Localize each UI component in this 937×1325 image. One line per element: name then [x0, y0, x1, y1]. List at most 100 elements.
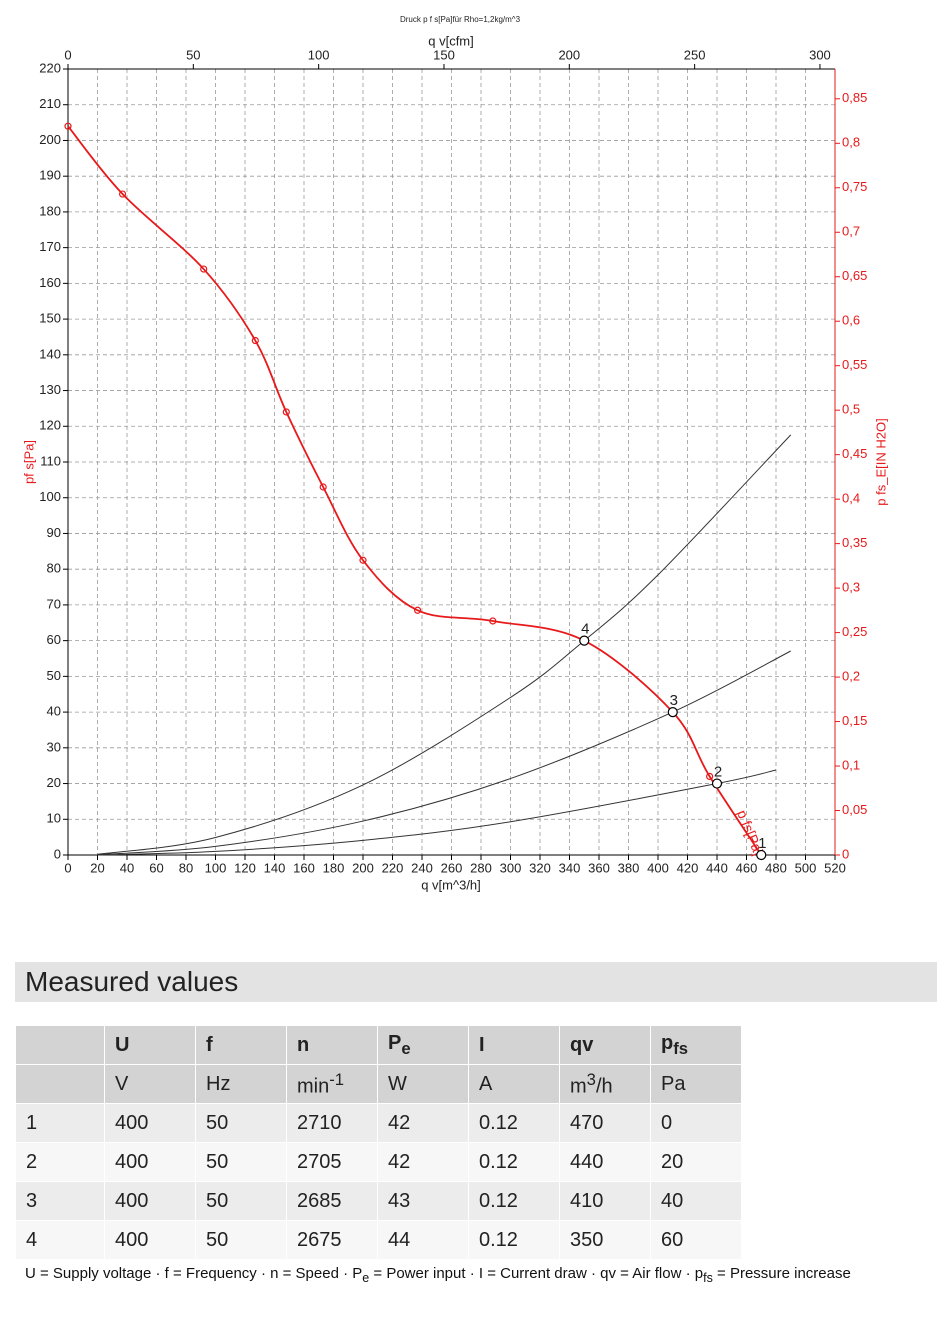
- table-cell: 50: [196, 1221, 286, 1259]
- table-cell: 440: [560, 1143, 650, 1181]
- y-tick-label: 130: [39, 382, 61, 397]
- x2-tick-label: 150: [433, 47, 455, 62]
- table-cell: W: [378, 1065, 468, 1103]
- table-cell: 0.12: [469, 1104, 559, 1142]
- table-cell: A: [469, 1065, 559, 1103]
- x-tick-label: 120: [234, 860, 256, 875]
- marker: [200, 265, 208, 273]
- y2-tick-label: 0,1: [842, 757, 860, 772]
- y-axis-label: pf s[Pa]: [21, 440, 36, 484]
- footnote-text: = Pressure increase: [712, 1265, 851, 1282]
- table-cell: 400: [105, 1182, 195, 1220]
- y2-tick-label: 0,15: [842, 713, 867, 728]
- cell-sup: -1: [329, 1069, 345, 1089]
- table-cell: 0.12: [469, 1182, 559, 1220]
- x-tick-label: 160: [293, 860, 315, 875]
- table-cell: 350: [560, 1221, 650, 1259]
- table-cell: 50: [196, 1104, 286, 1142]
- operating-point: [667, 706, 678, 718]
- table-cell: [16, 1026, 104, 1064]
- table-cell: 42: [378, 1143, 468, 1181]
- x-tick-label: 440: [706, 860, 728, 875]
- table-cell: 20: [651, 1143, 741, 1181]
- marker: [706, 772, 714, 781]
- section-title: Measured values: [15, 962, 937, 1002]
- marker: [64, 122, 72, 130]
- cell-text: p: [661, 1031, 674, 1054]
- y2-tick-label: 0,35: [842, 535, 867, 550]
- cell-text: P: [388, 1031, 402, 1054]
- y2-tick-label: 0,25: [842, 624, 867, 639]
- y2-tick-label: 0,8: [842, 135, 860, 150]
- x-axis-label: q v[m^3/h]: [421, 877, 481, 892]
- x-tick-label: 240: [411, 860, 433, 875]
- x-tick-label: 500: [795, 860, 817, 875]
- table-cell: m3/h: [560, 1065, 650, 1103]
- table-cell: 60: [651, 1221, 741, 1259]
- y2-axis-label: p fs_E[IN H2O]: [873, 418, 888, 505]
- x-tick-label: 520: [824, 860, 846, 875]
- marker: [413, 606, 422, 614]
- cell-text: min: [297, 1075, 330, 1098]
- x2-tick-label: 250: [684, 47, 706, 62]
- cell-text: qv: [570, 1033, 594, 1056]
- table-cell: 2710: [287, 1104, 377, 1142]
- operating-point: [756, 849, 767, 861]
- y-tick-label: 100: [39, 489, 61, 504]
- x-tick-label: 20: [90, 860, 104, 875]
- y2-tick-label: 0,7: [842, 224, 860, 239]
- marker: [319, 483, 327, 491]
- table-cell: 2705: [287, 1143, 377, 1181]
- y-tick-label: 0: [54, 846, 61, 861]
- y2-tick-label: 0,85: [842, 90, 867, 105]
- table-cell: n: [287, 1026, 377, 1064]
- x-tick-label: 180: [323, 860, 345, 875]
- x-tick-label: 280: [470, 860, 492, 875]
- y2-tick-label: 0,2: [842, 669, 860, 684]
- cell-sub: e: [401, 1038, 411, 1058]
- table-cell: 50: [196, 1182, 286, 1220]
- marker: [118, 190, 127, 198]
- x-tick-label: 80: [179, 860, 193, 875]
- x-tick-label: 220: [382, 860, 404, 875]
- y-tick-label: 90: [47, 525, 61, 540]
- y-tick-label: 30: [47, 739, 61, 754]
- x-tick-label: 0: [64, 860, 71, 875]
- y-tick-label: 220: [39, 60, 61, 75]
- table-cell: Hz: [196, 1065, 286, 1103]
- table-cell: 2675: [287, 1221, 377, 1259]
- y2-tick-label: 0: [842, 846, 849, 861]
- y-tick-label: 50: [47, 668, 61, 683]
- cell-text: Hz: [206, 1072, 231, 1095]
- table-cell: f: [196, 1026, 286, 1064]
- x2-tick-label: 300: [809, 47, 831, 62]
- x-tick-label: 420: [677, 860, 699, 875]
- table-cell: 2685: [287, 1182, 377, 1220]
- cell-text: V: [115, 1072, 129, 1095]
- cell-text: Pa: [661, 1072, 686, 1095]
- y-tick-label: 80: [47, 561, 61, 576]
- x-tick-label: 320: [529, 860, 551, 875]
- footnote: U = Supply voltage · f = Frequency · n =…: [25, 1265, 851, 1285]
- x-tick-label: 300: [500, 860, 522, 875]
- table-cell: [16, 1065, 104, 1103]
- y-tick-label: 10: [47, 811, 61, 826]
- cell-sup: 3: [586, 1069, 596, 1089]
- cell-text: f: [206, 1033, 213, 1056]
- table-cell: 0.12: [469, 1143, 559, 1181]
- y-tick-label: 170: [39, 239, 61, 254]
- table-row: 2 400 50 2705 42 0.12 440 20: [16, 1143, 741, 1181]
- series-line: [97, 650, 791, 856]
- x-tick-label: 460: [736, 860, 758, 875]
- table-cell: qv: [560, 1026, 650, 1064]
- x2-tick-label: 0: [64, 47, 71, 62]
- y2-tick-label: 0,65: [842, 268, 867, 283]
- footnote-text: U = Supply voltage · f = Frequency · n =…: [25, 1265, 363, 1282]
- y2-tick-label: 0,5: [842, 402, 860, 417]
- y-tick-label: 110: [40, 453, 61, 468]
- table-cell: 400: [105, 1104, 195, 1142]
- x-tick-label: 380: [618, 860, 640, 875]
